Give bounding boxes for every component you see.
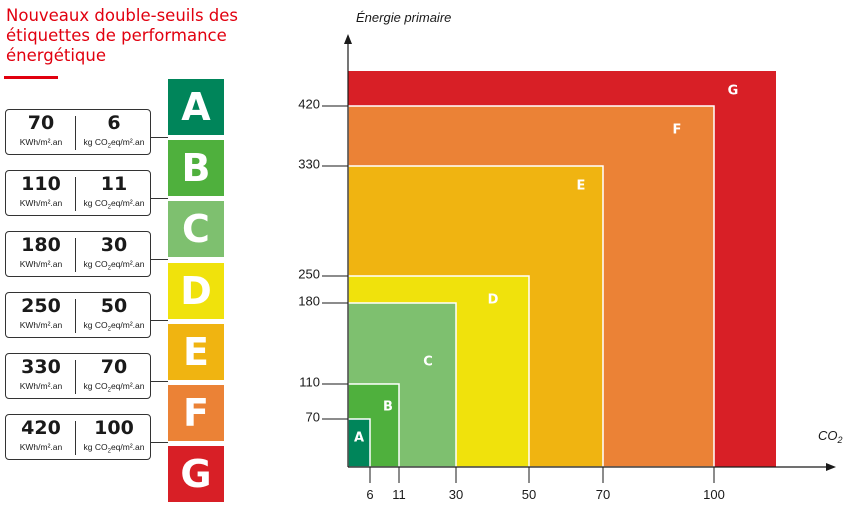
class-badge-g: G [168, 446, 224, 503]
co2-threshold-value: 30 [100, 234, 128, 256]
co2-unit-label: kg CO2eq/m².an [76, 320, 152, 333]
x-tick-label: 70 [596, 487, 610, 502]
threshold-box: 330 70 KWh/m².an kg CO2eq/m².an [5, 353, 151, 399]
y-tick-label: 110 [299, 374, 320, 389]
co2-unit-suffix: eq/m².an [110, 320, 145, 330]
threshold-separator [75, 421, 76, 455]
x-axis-label-subscript: 2 [837, 435, 843, 445]
energy-threshold-value: 330 [21, 356, 61, 378]
region-label-d: D [488, 293, 499, 308]
class-badge-b: B [168, 140, 224, 197]
co2-unit-subscript: 2 [107, 448, 111, 455]
energy-threshold-value: 250 [21, 295, 61, 317]
threshold-connector [150, 381, 168, 382]
page-title: Nouveaux double-seuils des étiquettes de… [6, 6, 239, 65]
y-tick-label: 330 [298, 156, 320, 171]
co2-unit-prefix: kg CO [83, 259, 108, 269]
co2-threshold-value: 70 [100, 356, 128, 378]
threshold-separator [75, 116, 76, 150]
threshold-box: 420 100 KWh/m².an kg CO2eq/m².an [5, 414, 151, 460]
x-axis-label: CO2 [818, 428, 843, 445]
co2-unit-suffix: eq/m².an [110, 442, 145, 452]
x-tick-label: 30 [449, 487, 463, 502]
co2-unit-subscript: 2 [107, 204, 111, 211]
x-tick-label: 11 [392, 487, 406, 502]
threshold-box: 250 50 KWh/m².an kg CO2eq/m².an [5, 292, 151, 338]
co2-unit-label: kg CO2eq/m².an [76, 198, 152, 211]
region-label-g: G [728, 84, 739, 99]
y-tick-label: 180 [298, 293, 320, 308]
energy-threshold-value: 70 [27, 112, 55, 134]
region-label-b: B [383, 400, 393, 415]
threshold-box: 110 11 KWh/m².an kg CO2eq/m².an [5, 170, 151, 216]
co2-unit-prefix: kg CO [83, 137, 108, 147]
x-tick-label: 6 [366, 487, 373, 502]
co2-unit-suffix: eq/m².an [110, 259, 145, 269]
region-label-f: F [673, 123, 682, 138]
co2-unit-subscript: 2 [107, 387, 111, 394]
threshold-separator [75, 299, 76, 333]
title-underline [4, 76, 58, 79]
class-badge-e: E [168, 323, 224, 380]
threshold-box: 180 30 KWh/m².an kg CO2eq/m².an [5, 231, 151, 277]
threshold-connector [150, 320, 168, 321]
class-badge-d: D [168, 262, 224, 319]
energy-unit-label: KWh/m².an [19, 259, 63, 269]
x-axis-arrow [826, 463, 836, 471]
class-badge-c: C [168, 201, 224, 258]
threshold-connector [150, 259, 168, 260]
y-axis-label: Énergie primaire [356, 10, 451, 25]
class-badge-f: F [168, 385, 224, 441]
co2-unit-subscript: 2 [107, 143, 111, 150]
co2-unit-subscript: 2 [107, 265, 111, 272]
x-tick-label: 100 [703, 487, 725, 502]
energy-threshold-value: 110 [21, 173, 61, 195]
region-label-a: A [354, 431, 364, 446]
co2-unit-prefix: kg CO [83, 320, 108, 330]
threshold-box: 70 6 KWh/m².an kg CO2eq/m².an [5, 109, 151, 155]
co2-unit-prefix: kg CO [83, 198, 108, 208]
co2-threshold-value: 11 [100, 173, 128, 195]
y-axis-arrow [344, 34, 352, 44]
energy-unit-label: KWh/m².an [19, 137, 63, 147]
energy-threshold-value: 420 [21, 417, 61, 439]
co2-unit-prefix: kg CO [83, 381, 108, 391]
energy-unit-label: KWh/m².an [19, 442, 63, 452]
threshold-separator [75, 177, 76, 211]
threshold-connector [150, 198, 168, 199]
co2-threshold-value: 50 [100, 295, 128, 317]
y-tick-label: 70 [306, 409, 320, 424]
energy-unit-label: KWh/m².an [19, 198, 63, 208]
co2-unit-label: kg CO2eq/m².an [76, 259, 152, 272]
co2-unit-prefix: kg CO [83, 442, 108, 452]
threshold-connector [150, 442, 168, 443]
energy-threshold-value: 180 [21, 234, 61, 256]
y-tick-label: 420 [298, 96, 320, 111]
y-tick-label: 250 [298, 266, 320, 281]
class-badge-a: A [168, 79, 224, 135]
co2-unit-suffix: eq/m².an [110, 381, 145, 391]
x-axis-label-main: CO [818, 428, 838, 443]
co2-unit-suffix: eq/m².an [110, 137, 145, 147]
threshold-connector [150, 137, 168, 138]
threshold-separator [75, 360, 76, 394]
region-label-c: C [423, 355, 433, 370]
co2-threshold-value: 100 [94, 417, 134, 439]
co2-threshold-value: 6 [107, 112, 121, 134]
threshold-separator [75, 238, 76, 272]
co2-unit-suffix: eq/m².an [110, 198, 145, 208]
energy-unit-label: KWh/m².an [19, 381, 63, 391]
region-label-e: E [577, 179, 586, 194]
energy-unit-label: KWh/m².an [19, 320, 63, 330]
co2-unit-label: kg CO2eq/m².an [76, 381, 152, 394]
x-tick-label: 50 [522, 487, 536, 502]
co2-unit-label: kg CO2eq/m².an [76, 442, 152, 455]
co2-unit-label: kg CO2eq/m².an [76, 137, 152, 150]
co2-unit-subscript: 2 [107, 326, 111, 333]
